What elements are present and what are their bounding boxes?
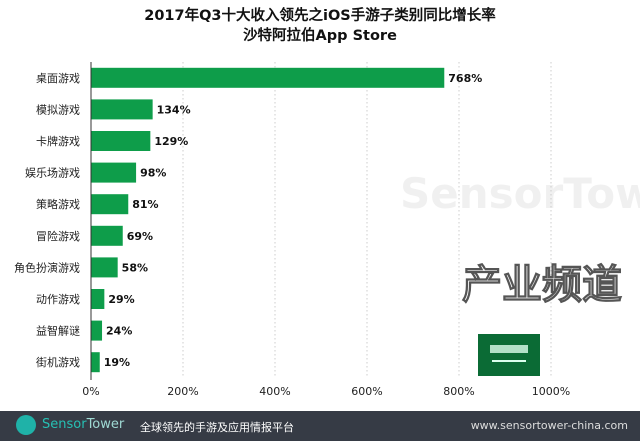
x-tick-label: 600% <box>351 385 382 398</box>
category-label: 动作游戏 <box>36 293 80 306</box>
saudi-arabia-flag-icon <box>478 334 540 376</box>
x-tick-label: 200% <box>167 385 198 398</box>
brand-tower: Tower <box>86 417 125 432</box>
bar-chart: 0% 200% 400% 600% 800% 1000% 桌面游戏 768% 模拟游戏 134% 卡… <box>14 62 570 398</box>
bar-3 <box>91 162 137 183</box>
category-label: 策略游戏 <box>36 197 80 211</box>
brand-sensor: Sensor <box>42 417 87 432</box>
bar-6 <box>91 257 118 278</box>
x-tick-label: 400% <box>259 385 290 398</box>
category-label: 街机游戏 <box>36 355 80 369</box>
bar-4 <box>91 194 129 215</box>
channel-watermark: 产业频道 <box>462 262 623 309</box>
slogan: 全球领先的手游及应用情报平台 <box>140 421 294 434</box>
data-label: 69% <box>127 230 153 243</box>
data-label: 19% <box>104 356 130 369</box>
bar-1 <box>91 99 153 120</box>
data-label: 58% <box>122 261 148 274</box>
bar-0 <box>91 67 445 88</box>
x-tick-label: 1000% <box>532 385 570 398</box>
sensortower-watermark: SensorTower <box>400 169 640 218</box>
bar-2 <box>91 131 151 151</box>
x-tick-label: 0% <box>82 385 99 398</box>
data-label: 768% <box>448 72 482 85</box>
subtitle: 沙特阿拉伯App Store <box>243 28 397 44</box>
bar-8 <box>91 320 103 341</box>
title: 2017年Q3十大收入领先之iOS手游子类别同比增长率 <box>144 8 496 24</box>
category-label: 娱乐场游戏 <box>25 166 80 180</box>
data-label: 98% <box>140 167 166 180</box>
bar-5 <box>91 225 123 246</box>
brand: SensorTower <box>42 417 124 432</box>
category-label: 冒险游戏 <box>36 229 80 243</box>
data-label: 24% <box>106 325 132 338</box>
data-label: 134% <box>157 103 191 116</box>
category-label: 桌面游戏 <box>36 72 80 85</box>
footer: SensorTower 全球领先的手游及应用情报平台 www.sensortow… <box>0 411 640 441</box>
website-link[interactable]: www.sensortower-china.com <box>470 419 628 432</box>
category-label: 模拟游戏 <box>36 102 80 116</box>
data-label: 81% <box>132 198 158 211</box>
category-label: 角色扮演游戏 <box>14 260 80 274</box>
data-label: 29% <box>108 293 134 306</box>
category-label: 卡牌游戏 <box>36 134 80 148</box>
category-label: 益智解谜 <box>36 324 80 338</box>
flag-sword <box>492 360 526 362</box>
chart-title: 2017年Q3十大收入领先之iOS手游子类别同比增长率 沙特阿拉伯App Sto… <box>0 6 640 46</box>
data-label: 129% <box>154 135 188 148</box>
bar-9 <box>91 352 100 373</box>
sensortower-logo-icon <box>16 415 36 435</box>
x-tick-label: 800% <box>443 385 474 398</box>
flag-script <box>490 345 528 353</box>
bar-7 <box>91 289 105 309</box>
